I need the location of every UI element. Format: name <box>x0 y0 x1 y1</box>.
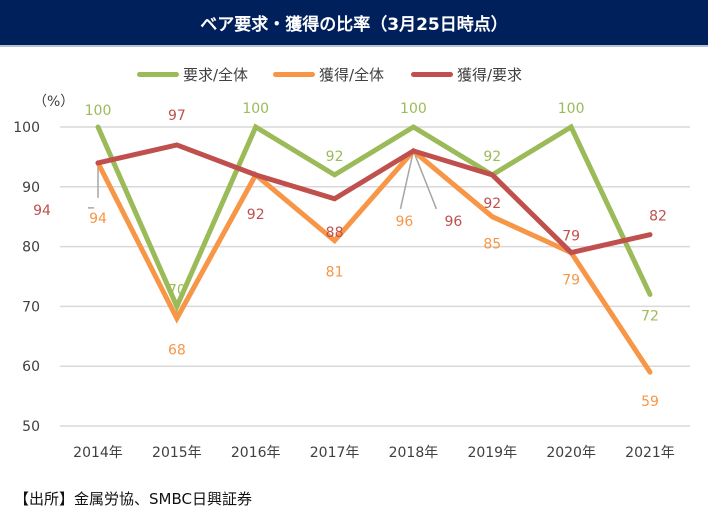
legend-swatch-demand-total <box>137 72 179 77</box>
leader-line <box>412 150 438 210</box>
series-line-0 <box>95 123 653 313</box>
data-label: 79 <box>562 273 580 289</box>
data-label: 100 <box>400 101 427 117</box>
y-tick-label: 60 <box>22 359 40 375</box>
data-label: 94 <box>89 211 107 227</box>
chart-title: ベア要求・獲得の比率（3月25日時点） <box>200 15 508 35</box>
data-label: 97 <box>168 108 186 124</box>
series-line-1 <box>95 147 653 375</box>
y-axis-unit-label: （%） <box>33 94 74 110</box>
y-tick-label: 90 <box>22 180 40 196</box>
data-label: 100 <box>558 101 585 117</box>
data-label: 94 <box>33 203 51 219</box>
data-label: 96 <box>445 214 463 230</box>
x-tick-label: 2016年 <box>231 445 281 461</box>
legend-item-gain-total: 獲得/全体 <box>273 64 384 85</box>
chart-legend: 要求/全体 獲得/全体 獲得/要求 <box>0 64 708 86</box>
data-label: 82 <box>649 209 667 225</box>
source-note: 【出所】金属労協、SMBC日興証券 <box>14 490 252 508</box>
data-label: 68 <box>168 342 186 358</box>
legend-item-demand-total: 要求/全体 <box>137 64 248 85</box>
data-label: 59 <box>641 394 659 410</box>
data-label: 92 <box>247 207 265 223</box>
series-line-2 <box>95 142 653 256</box>
data-label: 92 <box>326 149 344 165</box>
x-tick-label: 2014年 <box>73 445 123 461</box>
chart-header: ベア要求・獲得の比率（3月25日時点） <box>0 0 708 47</box>
y-tick-label: 80 <box>22 240 40 256</box>
x-tick-label: 2015年 <box>152 445 202 461</box>
data-label: 79 <box>562 229 580 245</box>
legend-swatch-gain-demand <box>411 72 453 77</box>
data-label: 96 <box>396 214 414 230</box>
data-label: 81 <box>326 265 344 281</box>
legend-item-gain-demand: 獲得/要求 <box>411 64 522 85</box>
legend-label: 獲得/全体 <box>319 66 385 84</box>
data-label: 100 <box>85 103 112 119</box>
y-tick-label: 100 <box>13 120 40 136</box>
data-label: 85 <box>483 237 501 253</box>
x-tick-label: 2020年 <box>546 445 596 461</box>
y-tick-label: 70 <box>22 299 40 315</box>
data-label: 70 <box>168 282 186 298</box>
x-tick-label: 2019年 <box>467 445 517 461</box>
data-label: 88 <box>326 225 344 241</box>
data-label: 100 <box>242 101 269 117</box>
data-label: 92 <box>483 149 501 165</box>
x-tick-label: 2018年 <box>389 445 439 461</box>
legend-label: 要求/全体 <box>183 66 249 84</box>
y-tick-label: 50 <box>22 419 40 435</box>
legend-label: 獲得/要求 <box>457 66 523 84</box>
data-label: 72 <box>641 308 659 324</box>
x-tick-label: 2017年 <box>310 445 360 461</box>
leader-line <box>399 150 415 210</box>
data-label: 92 <box>483 196 501 212</box>
legend-swatch-gain-total <box>273 72 315 77</box>
x-tick-label: 2021年 <box>625 445 675 461</box>
